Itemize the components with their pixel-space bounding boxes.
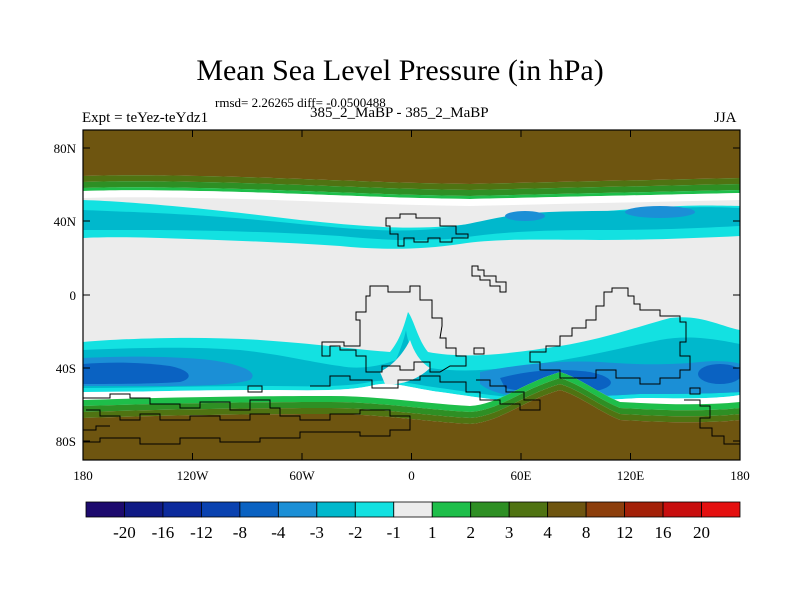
chart-title: Mean Sea Level Pressure (in hPa) (196, 54, 604, 87)
season-label: JJA (714, 110, 737, 126)
field-south-deepblue-west (83, 362, 189, 384)
field-south-green (83, 378, 740, 418)
colorbar-swatch (508, 501, 549, 518)
coast-southwest-lower (83, 425, 110, 431)
map-field (83, 130, 740, 460)
colorbar-swatch (470, 501, 510, 518)
experiment-label: Expt = teYez-teYdz1 (82, 110, 209, 126)
lon-tick-180e: 180 (730, 468, 750, 483)
colorbar-label: 16 (655, 523, 672, 542)
field-north-green (83, 181, 740, 196)
field-south-blue-patch (698, 364, 740, 384)
latitude-axis: 80N 40N 0 40S 80S (54, 141, 740, 449)
field-north-blue-1 (505, 211, 545, 221)
coast-east (529, 287, 691, 385)
longitude-axis: 180 120W 60W 0 60E 120E 180 (73, 130, 750, 483)
colorbar-label: 2 (466, 523, 475, 542)
lon-tick-0: 0 (408, 468, 415, 483)
colorbar-label: 8 (582, 523, 591, 542)
lon-tick-120e: 120E (617, 468, 645, 483)
colorbar-swatch (662, 501, 702, 518)
colorbar-label: 20 (693, 523, 710, 542)
colorbar-swatch (277, 501, 318, 518)
field-north-olive (83, 175, 740, 190)
colorbar-label: -3 (310, 523, 324, 542)
colorbar-swatch (162, 501, 202, 518)
lon-tick-60w: 60W (289, 468, 315, 483)
lon-tick-60e: 60E (511, 468, 532, 483)
lon-tick-180w: 180 (73, 468, 93, 483)
colorbar-label: -20 (113, 523, 136, 542)
colorbar-swatch (701, 501, 741, 518)
lat-tick-40s: 40S (56, 361, 76, 376)
coast-west-small (247, 385, 263, 393)
lon-tick-120w: 120W (177, 468, 210, 483)
coastlines (83, 213, 740, 445)
coast-southeast (684, 399, 740, 445)
colorbar-swatch (354, 501, 395, 518)
colorbar-swatch (316, 501, 356, 518)
field-north-positive (83, 130, 740, 184)
coast-south-mid (310, 375, 541, 411)
colorbar: -20 -16 -12 -8 -4 -3 -2 -1 1 2 3 4 8 12 16 20 (85, 501, 741, 542)
lat-tick-80s: 80S (56, 434, 76, 449)
colorbar-label: -1 (387, 523, 401, 542)
comparison-label: 385_2_MaBP - 385_2_MaBP (310, 105, 489, 121)
coast-africa-america (321, 285, 467, 373)
lat-tick-eq: 0 (70, 288, 77, 303)
field-north-cyan (83, 200, 740, 249)
colorbar-swatch (85, 501, 125, 518)
colorbar-label: 3 (505, 523, 514, 542)
field-south-olive (83, 384, 740, 424)
colorbar-label: -2 (348, 523, 362, 542)
colorbar-label: -12 (190, 523, 213, 542)
coast-east-small (689, 387, 701, 395)
field-north-blue-2 (625, 206, 695, 218)
colorbar-swatch (624, 501, 664, 518)
colorbar-label: -4 (271, 523, 286, 542)
field-north-white (83, 190, 740, 206)
field-north-teal (83, 207, 740, 241)
colorbar-label: 12 (616, 523, 633, 542)
colorbar-swatch (124, 501, 164, 518)
colorbar-label: -16 (152, 523, 175, 542)
lat-tick-40n: 40N (54, 214, 77, 229)
colorbar-label: -8 (233, 523, 247, 542)
coast-antarctic (83, 393, 411, 445)
field-south-white-streak (380, 340, 430, 385)
colorbar-swatch (585, 501, 625, 518)
colorbar-label: 4 (543, 523, 552, 542)
coast-north (385, 213, 469, 247)
stats-label: rmsd= 2.26265 diff= -0.0500488 (215, 95, 386, 110)
coast-mid-small (473, 347, 485, 355)
lat-tick-80n: 80N (54, 141, 77, 156)
colorbar-swatch (393, 501, 433, 518)
field-south-lightgreen (83, 372, 740, 412)
colorbar-swatch (431, 501, 472, 518)
colorbar-swatch (201, 501, 241, 518)
coast-southwest (86, 409, 270, 421)
field-north-lightgreen (83, 187, 740, 199)
colorbar-label: 1 (428, 523, 437, 542)
coast-northeast (471, 265, 507, 293)
colorbar-swatch (547, 501, 587, 518)
colorbar-swatch (239, 501, 279, 518)
